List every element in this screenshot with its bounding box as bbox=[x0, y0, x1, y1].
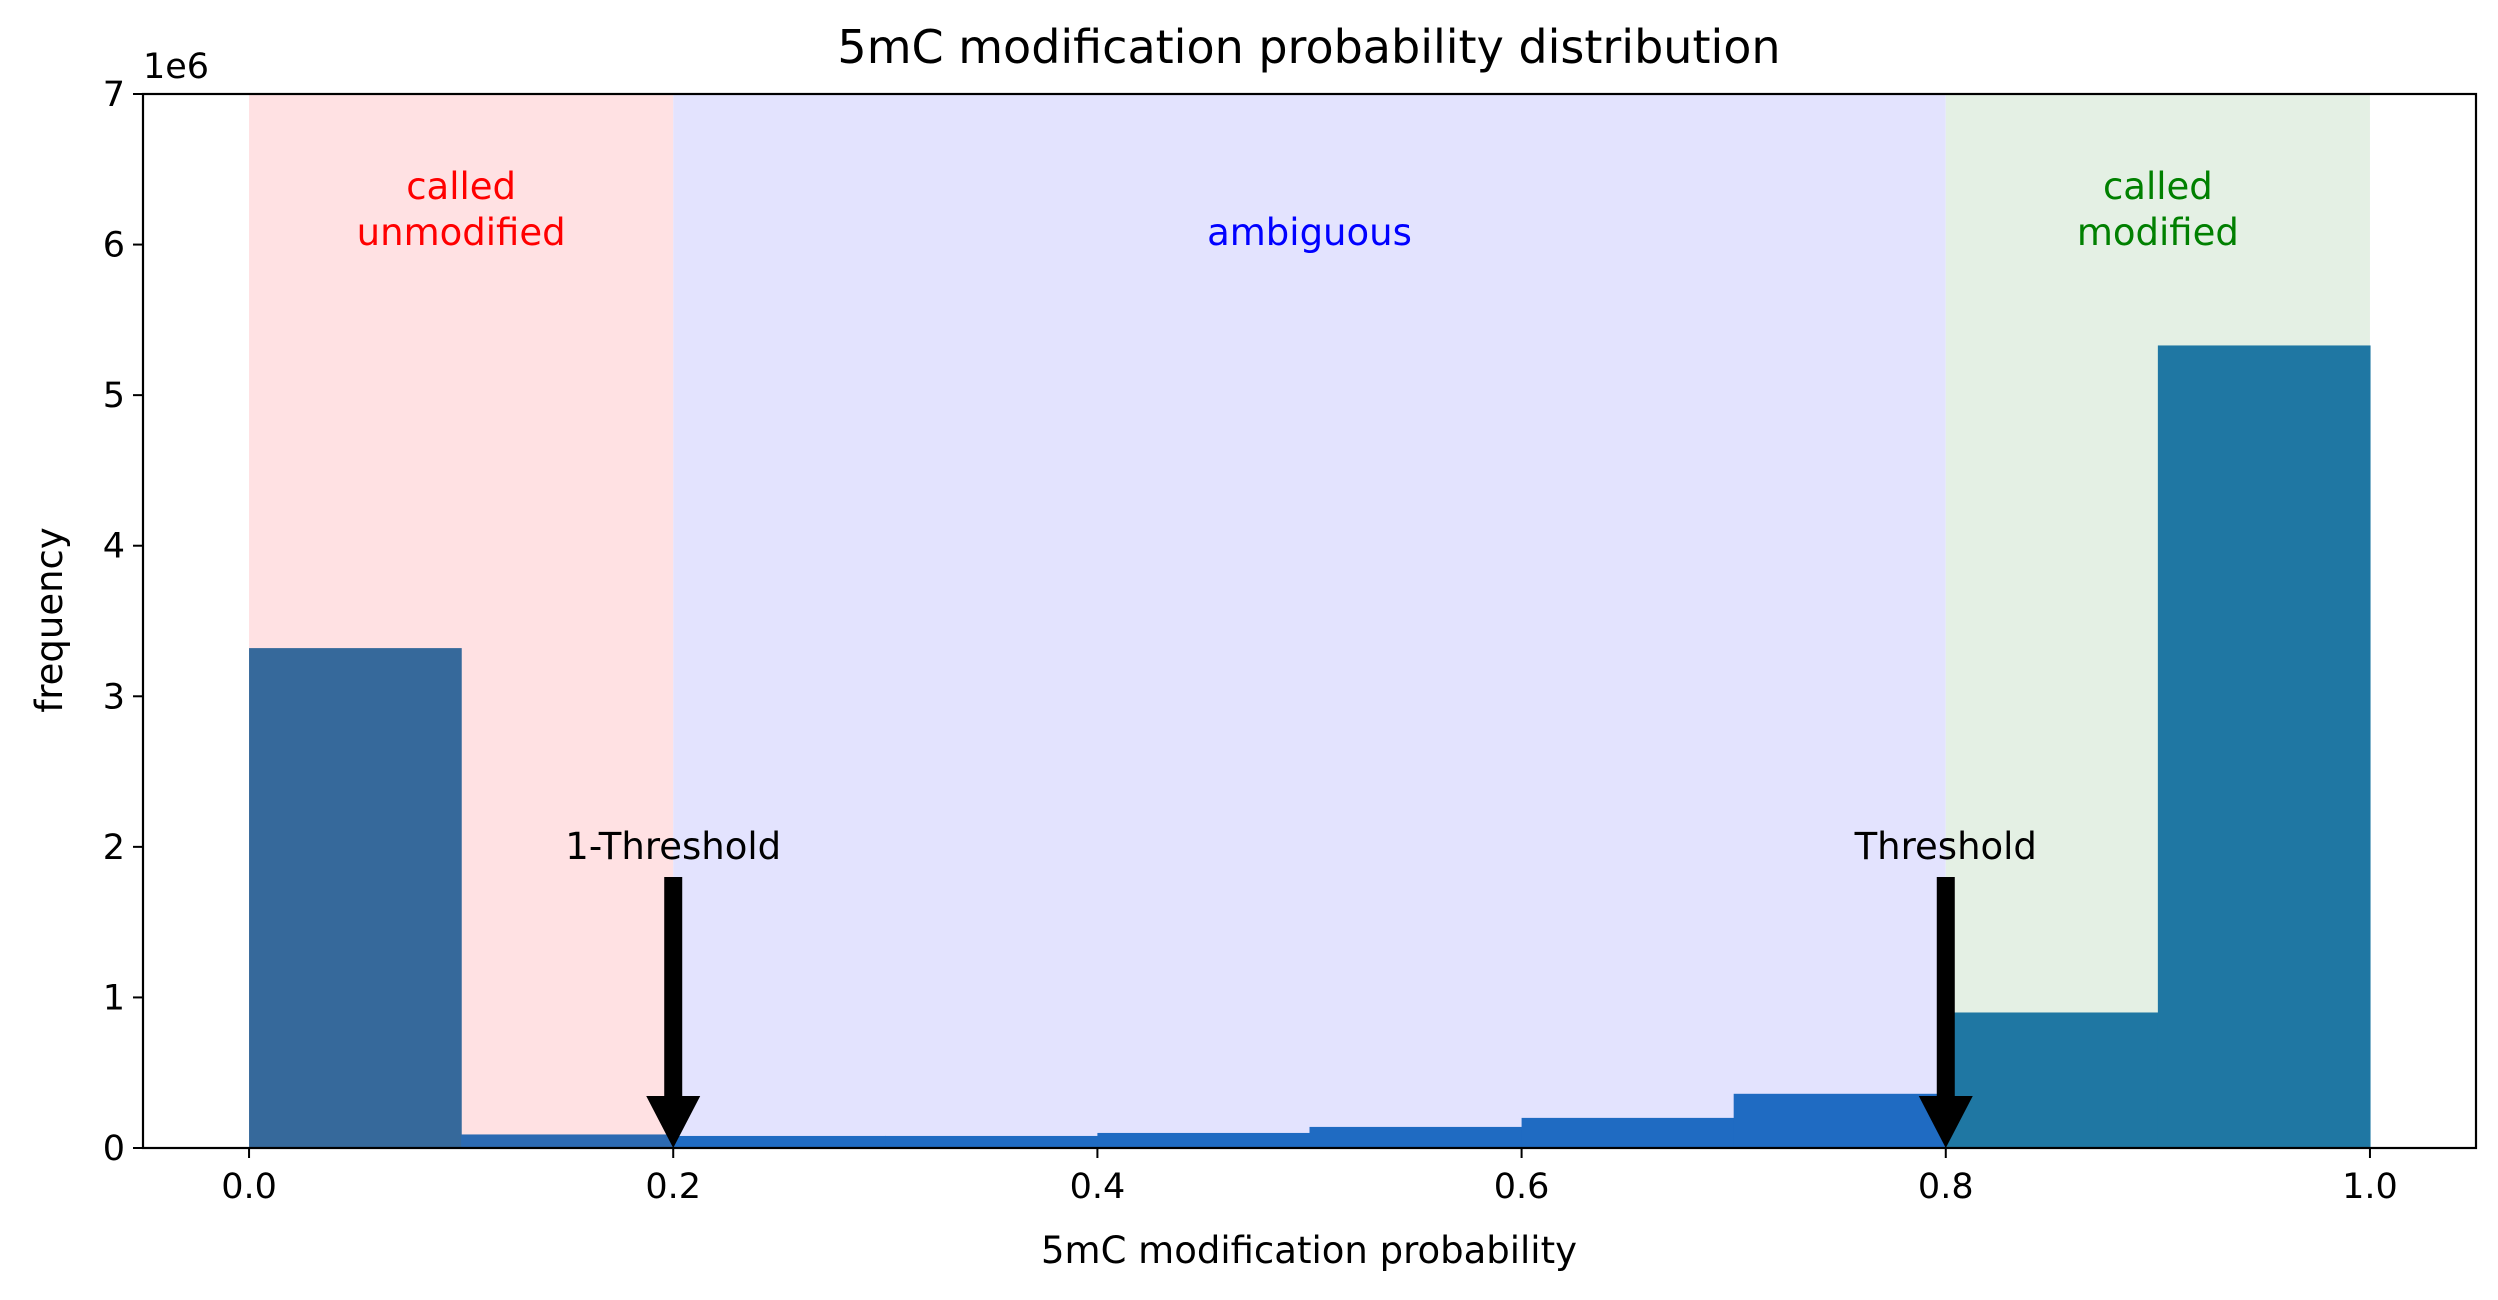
axes-frame bbox=[141, 92, 2478, 1150]
region-label: unmodified bbox=[357, 211, 566, 254]
histogram-bar bbox=[1521, 1117, 1735, 1148]
x-tick-label: 0.0 bbox=[221, 1167, 277, 1207]
histogram-bar bbox=[673, 1135, 886, 1148]
region-band-1 bbox=[673, 94, 1946, 1148]
y-axis-label: frequency bbox=[28, 527, 71, 713]
threshold-label: Threshold bbox=[1854, 825, 2037, 868]
x-tick-label: 0.8 bbox=[1918, 1167, 1974, 1207]
chart-title: 5mC modification probability distributio… bbox=[837, 20, 1780, 74]
histogram-bar bbox=[461, 1134, 674, 1148]
y-tick-label: 6 bbox=[103, 226, 125, 266]
y-axis-offset-label: 1e6 bbox=[143, 47, 209, 87]
threshold-arrow bbox=[646, 876, 701, 1148]
x-tick-label: 0.4 bbox=[1070, 1167, 1126, 1207]
x-tick-label: 0.2 bbox=[645, 1167, 701, 1207]
y-tick-label: 7 bbox=[103, 75, 125, 115]
histogram-bar bbox=[1945, 1012, 2159, 1148]
threshold-arrow bbox=[1918, 876, 1973, 1148]
histogram-bars bbox=[249, 345, 2371, 1148]
histogram-bar bbox=[1097, 1132, 1311, 1148]
histogram-bar bbox=[885, 1135, 1099, 1148]
y-tick-label: 3 bbox=[103, 677, 125, 717]
histogram-bar bbox=[249, 648, 462, 1148]
region-label: called bbox=[2103, 165, 2213, 208]
x-axis-ticks: 0.0 0.2 0.4 0.6 0.8 1.0 bbox=[221, 1148, 2398, 1207]
x-axis-label: 5mC modification probability bbox=[1041, 1229, 1577, 1272]
region-label: ambiguous bbox=[1207, 211, 1412, 254]
y-tick-label: 4 bbox=[103, 527, 125, 567]
histogram-bar bbox=[1733, 1093, 1947, 1148]
histogram-bar bbox=[2157, 345, 2371, 1148]
y-tick-label: 5 bbox=[103, 376, 125, 416]
y-tick-label: 2 bbox=[103, 828, 125, 868]
region-label: modified bbox=[2077, 211, 2239, 254]
y-axis-ticks: 0 1 2 3 4 5 6 7 bbox=[103, 75, 143, 1169]
threshold-annotations: 1-Threshold Threshold bbox=[565, 825, 2037, 1148]
histogram-bar bbox=[1309, 1126, 1523, 1148]
y-tick-label: 1 bbox=[103, 978, 125, 1018]
x-tick-label: 0.6 bbox=[1494, 1167, 1550, 1207]
threshold-label: 1-Threshold bbox=[565, 825, 781, 868]
x-tick-label: 1.0 bbox=[2342, 1167, 2398, 1207]
y-tick-label: 0 bbox=[103, 1129, 125, 1169]
region-label: called bbox=[406, 165, 516, 208]
